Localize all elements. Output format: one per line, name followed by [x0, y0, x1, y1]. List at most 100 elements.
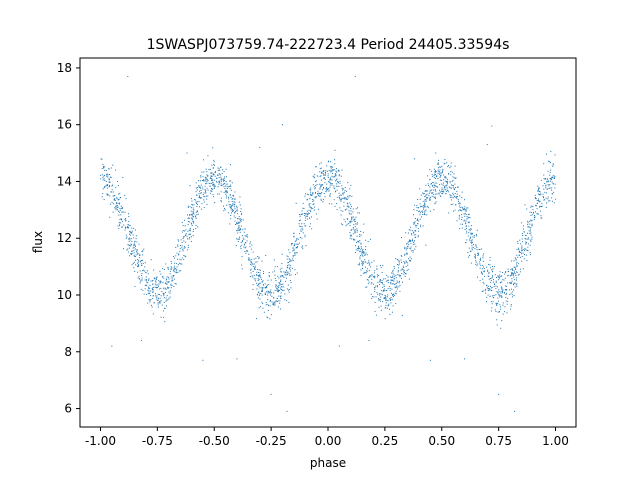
data-point — [543, 178, 545, 180]
data-point — [335, 190, 337, 192]
data-point — [232, 204, 234, 206]
data-point — [548, 200, 550, 202]
data-point — [306, 210, 308, 212]
data-point — [168, 278, 170, 280]
data-point — [140, 288, 142, 290]
data-point — [410, 240, 412, 241]
data-point — [548, 160, 550, 162]
data-point — [153, 269, 155, 271]
data-point — [220, 185, 222, 187]
data-point — [163, 301, 165, 303]
data-point — [232, 210, 234, 212]
data-point — [424, 203, 426, 205]
data-point — [271, 301, 273, 303]
data-point — [516, 285, 518, 287]
data-point — [521, 249, 523, 251]
data-point — [135, 256, 137, 258]
data-point — [340, 194, 342, 196]
data-point — [275, 286, 277, 288]
data-point — [189, 206, 191, 208]
data-point — [191, 217, 193, 219]
data-point — [483, 268, 485, 270]
data-point — [463, 213, 465, 215]
data-point — [355, 229, 357, 231]
data-point — [451, 196, 453, 198]
data-point — [176, 252, 178, 254]
data-point — [281, 286, 283, 288]
data-point — [267, 291, 269, 293]
data-point — [405, 232, 407, 234]
data-point — [176, 258, 178, 260]
data-point — [445, 193, 447, 195]
data-point — [279, 268, 281, 270]
data-point — [239, 218, 241, 220]
data-point — [195, 187, 197, 189]
data-point — [474, 257, 476, 259]
data-point — [434, 203, 436, 205]
data-point — [437, 178, 439, 180]
data-point — [549, 161, 551, 163]
data-point — [238, 229, 240, 231]
data-point — [318, 195, 320, 197]
data-point — [329, 166, 331, 168]
data-point — [507, 300, 509, 302]
data-point — [234, 201, 236, 203]
data-point — [166, 299, 168, 301]
data-point — [258, 279, 260, 281]
data-point — [149, 300, 151, 302]
data-point — [464, 206, 466, 208]
data-point — [475, 233, 477, 235]
data-point — [245, 241, 247, 243]
data-point — [543, 188, 545, 190]
data-point — [266, 294, 268, 296]
y-tick-label: 10 — [57, 288, 72, 302]
data-point — [438, 159, 440, 161]
data-point — [357, 247, 359, 249]
data-point — [122, 248, 124, 250]
data-point — [493, 279, 495, 281]
data-point — [414, 230, 416, 232]
data-point — [199, 206, 201, 208]
data-point — [521, 238, 523, 240]
data-point — [425, 194, 427, 196]
data-point — [198, 201, 200, 203]
data-point — [111, 185, 113, 187]
data-point — [364, 253, 366, 255]
data-point — [435, 185, 437, 187]
data-point — [498, 276, 500, 278]
data-point — [441, 193, 443, 195]
data-point — [477, 252, 479, 254]
data-point — [430, 183, 432, 185]
data-point — [362, 231, 364, 233]
data-point — [212, 167, 214, 169]
data-point — [521, 248, 523, 250]
data-point — [284, 293, 286, 295]
data-point — [262, 284, 264, 286]
data-point — [150, 280, 152, 282]
data-point — [218, 173, 220, 175]
data-point — [280, 281, 282, 283]
data-point — [366, 268, 368, 270]
data-point — [322, 201, 324, 203]
data-point — [207, 175, 209, 177]
data-point — [265, 302, 267, 304]
data-point — [144, 279, 146, 281]
data-point — [133, 267, 135, 269]
data-point — [218, 180, 220, 182]
data-point — [192, 218, 194, 220]
data-point — [160, 280, 162, 282]
data-point — [349, 195, 351, 197]
data-point — [337, 181, 339, 183]
data-point — [144, 270, 146, 272]
data-point — [282, 290, 284, 292]
data-point — [180, 270, 182, 272]
data-point — [197, 213, 199, 215]
data-point — [141, 251, 143, 253]
data-point — [457, 201, 459, 203]
data-point — [531, 211, 533, 213]
data-point — [132, 247, 134, 249]
data-point — [229, 207, 231, 209]
data-point — [163, 288, 165, 290]
data-point — [472, 236, 474, 238]
data-point — [187, 230, 189, 232]
